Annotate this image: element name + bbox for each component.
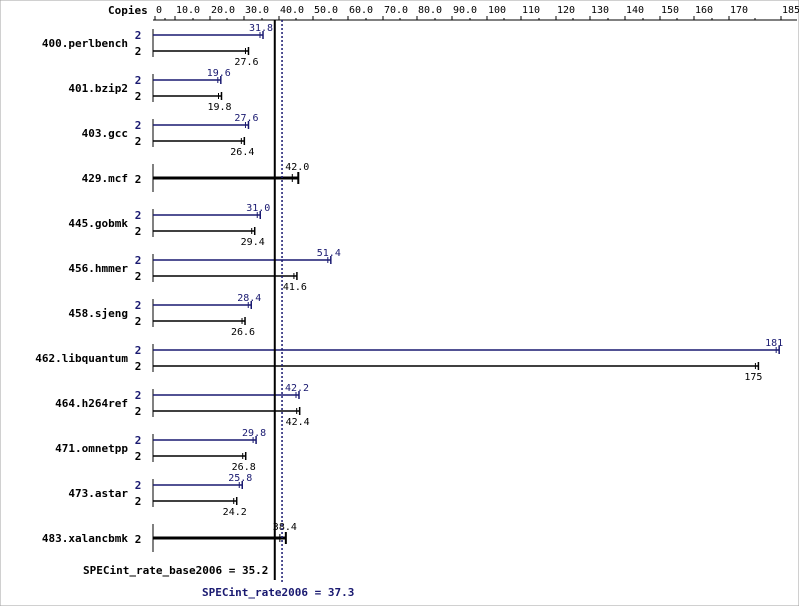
base-value-label: 24.2 [223, 507, 247, 518]
base-value-label: 26.6 [231, 327, 255, 338]
base-value-label: 26.8 [232, 462, 256, 473]
benchmark-label: 464.h264ref [55, 397, 128, 410]
benchmark-label: 483.xalancbmk [42, 532, 128, 545]
peak-copies-label: 2 [135, 119, 142, 132]
peak-copies-label: 2 [135, 254, 142, 267]
benchmark-row: 462.libquantum 2 181 2 175 [35, 338, 783, 383]
peak-value-label: 31.8 [249, 23, 273, 34]
base-copies-label: 2 [135, 315, 142, 328]
x-tick-label: 50.0 [314, 5, 338, 16]
peak-value-label: 29.8 [242, 428, 266, 439]
x-axis: 0 10.0 20.0 30.0 40.0 50.0 60.0 70.0 80.0 90.0 100… [153, 5, 799, 21]
x-tick-label: 150 [661, 5, 679, 16]
base-value-label: 26.4 [230, 147, 254, 158]
base-copies-label: 2 [135, 135, 142, 148]
summary-lines: SPECint_rate_base2006 = 35.2 SPECint_rate… [83, 20, 354, 599]
benchmark-rows: 400.perlbench 2 31.8 2 27.6 401.bzip2 2 19.6 2 19… [35, 23, 783, 552]
base-value-label: 27.6 [234, 57, 258, 68]
benchmark-label: 445.gobmk [68, 217, 128, 230]
x-tick-label: 160 [695, 5, 713, 16]
x-tick-label: 185 [782, 5, 799, 16]
benchmark-row: 401.bzip2 2 19.6 2 19.8 [68, 68, 231, 113]
base-copies-label: 2 [135, 450, 142, 463]
benchmark-label: 473.astar [68, 487, 128, 500]
benchmark-row: 403.gcc 2 27.6 2 26.4 [82, 113, 259, 158]
benchmark-row: 473.astar 2 25.8 2 24.2 [68, 473, 252, 518]
benchmark-row: 400.perlbench 2 31.8 2 27.6 [42, 23, 273, 68]
benchmark-label: 400.perlbench [42, 37, 128, 50]
peak-value-label: 25.8 [228, 473, 252, 484]
peak-value-label: 27.6 [234, 113, 258, 124]
peak-value-label: 42.2 [285, 383, 309, 394]
combined-value-label: 42.0 [285, 162, 309, 173]
x-tick-label: 170 [730, 5, 748, 16]
benchmark-row: 471.omnetpp 2 29.8 2 26.8 [55, 428, 266, 473]
benchmark-label: 462.libquantum [35, 352, 128, 365]
x-tick-label: 100 [488, 5, 506, 16]
x-tick-label: 40.0 [280, 5, 304, 16]
benchmark-label: 401.bzip2 [68, 82, 128, 95]
base-copies-label: 2 [135, 270, 142, 283]
peak-value-label: 19.6 [207, 68, 231, 79]
copies-label: 2 [135, 173, 142, 186]
x-tick-label: 110 [522, 5, 540, 16]
benchmark-row: 483.xalancbmk 2 38.4 [42, 522, 297, 552]
base-copies-label: 2 [135, 45, 142, 58]
base-copies-label: 2 [135, 225, 142, 238]
peak-copies-label: 2 [135, 344, 142, 357]
peak-value-label: 181 [765, 338, 783, 349]
peak-copies-label: 2 [135, 479, 142, 492]
base-value-label: 175 [744, 372, 762, 383]
x-tick-label: 90.0 [453, 5, 477, 16]
peak-summary-label: SPECint_rate2006 = 37.3 [202, 586, 354, 599]
base-summary-label: SPECint_rate_base2006 = 35.2 [83, 564, 268, 577]
peak-value-label: 28.4 [237, 293, 261, 304]
x-tick-label: 70.0 [384, 5, 408, 16]
base-copies-label: 2 [135, 405, 142, 418]
peak-value-label: 51.4 [317, 248, 341, 259]
peak-value-label: 31.0 [246, 203, 270, 214]
peak-copies-label: 2 [135, 389, 142, 402]
base-copies-label: 2 [135, 360, 142, 373]
base-value-label: 41.6 [283, 282, 307, 293]
base-value-label: 42.4 [286, 417, 310, 428]
benchmark-label: 429.mcf [82, 172, 128, 185]
x-tick-label: 0 [156, 5, 162, 16]
benchmark-row: 456.hmmer 2 51.4 2 41.6 [68, 248, 340, 293]
benchmark-label: 471.omnetpp [55, 442, 128, 455]
x-tick-label: 120 [557, 5, 575, 16]
peak-copies-label: 2 [135, 29, 142, 42]
base-value-label: 19.8 [207, 102, 231, 113]
peak-copies-label: 2 [135, 209, 142, 222]
x-tick-label: 30.0 [245, 5, 269, 16]
benchmark-label: 403.gcc [82, 127, 128, 140]
benchmark-label: 456.hmmer [68, 262, 128, 275]
base-copies-label: 2 [135, 495, 142, 508]
copies-header: Copies [108, 4, 148, 17]
peak-copies-label: 2 [135, 434, 142, 447]
benchmark-row: 445.gobmk 2 31.0 2 29.4 [68, 203, 270, 248]
x-tick-label: 60.0 [349, 5, 373, 16]
base-copies-label: 2 [135, 90, 142, 103]
benchmark-label: 458.sjeng [68, 307, 128, 320]
benchmark-row: 464.h264ref 2 42.2 2 42.4 [55, 383, 310, 428]
x-tick-label: 130 [591, 5, 609, 16]
x-tick-label: 10.0 [176, 5, 200, 16]
x-tick-label: 20.0 [211, 5, 235, 16]
base-value-label: 29.4 [241, 237, 265, 248]
x-tick-label: 140 [626, 5, 644, 16]
peak-copies-label: 2 [135, 299, 142, 312]
copies-label: 2 [135, 533, 142, 546]
x-tick-label: 80.0 [418, 5, 442, 16]
peak-copies-label: 2 [135, 74, 142, 87]
benchmark-row: 458.sjeng 2 28.4 2 26.6 [68, 293, 261, 338]
combined-value-label: 38.4 [273, 522, 297, 533]
